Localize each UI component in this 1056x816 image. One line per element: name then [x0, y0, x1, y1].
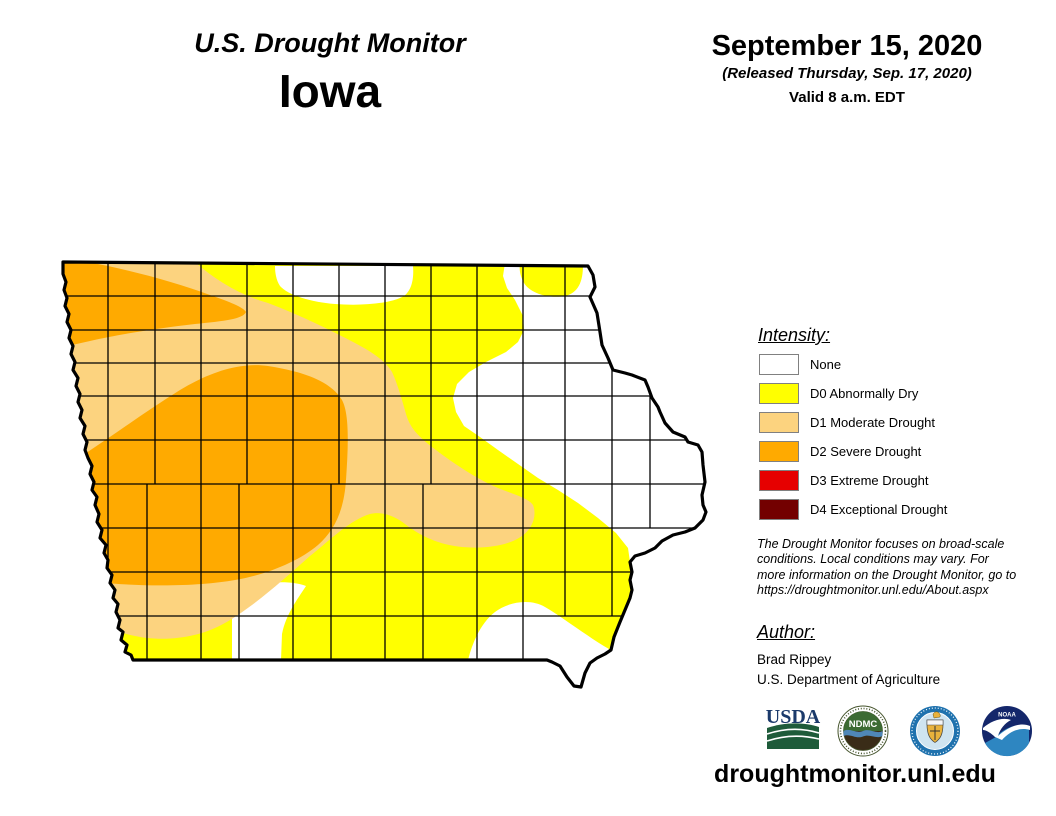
legend-row-none: None — [759, 354, 1019, 375]
ndmc-logo-text: NDMC — [849, 719, 878, 730]
legend-row-d4: D4 Exceptional Drought — [759, 499, 1019, 520]
map-region-d0-necorner — [519, 263, 583, 297]
legend-swatch-d3 — [759, 470, 799, 491]
legend-swatch-d0 — [759, 383, 799, 404]
author-name: Brad Rippey — [757, 652, 832, 667]
legend-label-d0: D0 Abnormally Dry — [810, 386, 919, 401]
map-date: September 15, 2020 — [711, 30, 983, 62]
state-name-title: Iowa — [278, 65, 382, 117]
usda-logo-text: USDA — [766, 706, 821, 728]
legend-label-none: None — [810, 357, 842, 372]
legend-row-d3: D3 Extreme Drought — [759, 470, 1019, 491]
usda-logo: USDA — [765, 705, 821, 751]
legend-title: Intensity: — [758, 325, 831, 345]
legend-row-d1: D1 Moderate Drought — [759, 412, 1019, 433]
legend-row-d2: D2 Severe Drought — [759, 441, 1019, 462]
page-title: U.S. Drought Monitor — [194, 28, 466, 58]
disclaimer-text: The Drought Monitor focuses on broad-sca… — [757, 537, 1017, 597]
ndmc-logo: NDMC — [837, 705, 889, 757]
noaa-logo: NOAA — [981, 705, 1033, 757]
map-region-d2-westcentral — [63, 365, 348, 586]
legend-swatch-d2 — [759, 441, 799, 462]
legend-label-d3: D3 Extreme Drought — [810, 473, 929, 488]
legend-swatch-d1 — [759, 412, 799, 433]
iowa-state-border — [61, 260, 708, 689]
logo-row: USDA NDMC — [763, 705, 1043, 760]
legend-label-d1: D1 Moderate Drought — [810, 415, 936, 430]
author-org: U.S. Department of Agriculture — [757, 672, 941, 687]
valid-time: Valid 8 a.m. EDT — [789, 89, 905, 106]
map-region-none-southeast — [468, 601, 609, 687]
legend-swatch-none — [759, 354, 799, 375]
doc-logo — [909, 705, 961, 757]
author-heading: Author: — [757, 622, 816, 642]
county-grid-lines — [63, 262, 706, 660]
legend-row-d0: D0 Abnormally Dry — [759, 383, 1019, 404]
noaa-logo-text: NOAA — [998, 713, 1016, 719]
legend-swatch-d4 — [759, 499, 799, 520]
legend-label-d2: D2 Severe Drought — [810, 444, 922, 459]
released-date: (Released Thursday, Sep. 17, 2020) — [722, 65, 972, 82]
map-region-none-northeast — [453, 263, 706, 562]
footer-url: droughtmonitor.unl.edu — [714, 760, 996, 788]
legend-label-d4: D4 Exceptional Drought — [810, 502, 948, 517]
map-region-none-north-center — [275, 266, 414, 305]
